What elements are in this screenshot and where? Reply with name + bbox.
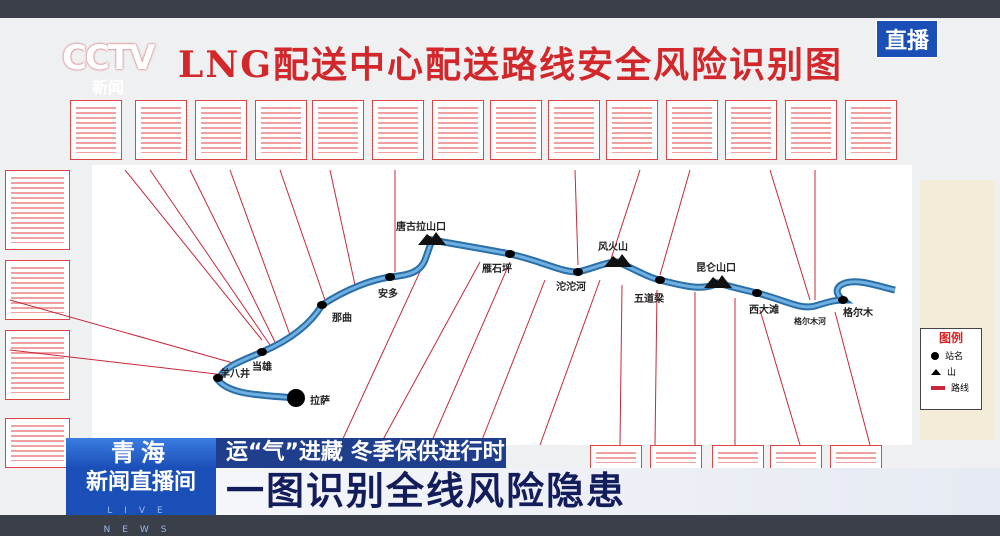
station-label: 风火山 bbox=[598, 242, 628, 253]
mountain-icon bbox=[418, 232, 446, 245]
station-dot bbox=[213, 374, 223, 382]
station-label: 格尔木 bbox=[843, 308, 873, 319]
risk-arrow bbox=[769, 169, 811, 301]
map-legend: 图例 站名 山 路线 bbox=[920, 328, 982, 410]
station-dot bbox=[257, 348, 267, 356]
risk-arrow bbox=[574, 169, 579, 266]
risk-arrow bbox=[619, 284, 623, 446]
risk-arrow bbox=[539, 279, 601, 446]
legend-item-station: 站名 bbox=[931, 349, 981, 362]
risk-arrow bbox=[479, 279, 546, 446]
poster-title: LNG配送中心配送路线安全风险识别图 bbox=[178, 44, 843, 86]
station-dot bbox=[317, 301, 327, 309]
station-dot bbox=[505, 250, 515, 258]
risk-note-box bbox=[845, 100, 897, 160]
risk-arrow bbox=[229, 169, 291, 336]
risk-note-box bbox=[195, 100, 247, 160]
station-label: 西大滩 bbox=[749, 305, 779, 316]
mountain-icon bbox=[931, 368, 941, 375]
risk-arrow bbox=[9, 349, 226, 376]
risk-note-box bbox=[725, 100, 777, 160]
risk-note-box bbox=[785, 100, 837, 160]
station-label: 羊八井 bbox=[220, 369, 250, 380]
risk-note-box bbox=[666, 100, 718, 160]
risk-note-box bbox=[5, 418, 70, 468]
station-dot bbox=[655, 276, 665, 284]
risk-arrow bbox=[759, 309, 801, 446]
station-dot bbox=[573, 268, 583, 276]
risk-note-box bbox=[5, 260, 70, 320]
legend-item-route: 路线 bbox=[931, 381, 981, 394]
route-svg bbox=[9, 169, 896, 446]
risk-arrow bbox=[339, 249, 431, 446]
program-logo: 新闻直播间 LIVE NEWS bbox=[66, 468, 216, 535]
station-dot bbox=[385, 273, 395, 281]
risk-note-box bbox=[770, 445, 822, 470]
legend-item-mountain: 山 bbox=[931, 365, 981, 378]
station-label: 雁石坪 bbox=[482, 264, 512, 275]
news-ticker: 青海 运“气”进藏 冬季保供进行时 新闻直播间 LIVE NEWS 一图识别全线风… bbox=[66, 438, 1000, 535]
station-dot-icon bbox=[931, 351, 939, 360]
route-map bbox=[92, 165, 912, 445]
risk-note-box bbox=[135, 100, 187, 160]
risk-arrow bbox=[329, 169, 356, 286]
station-label: 安多 bbox=[378, 289, 398, 300]
risk-arrow bbox=[654, 289, 658, 446]
risk-arrow bbox=[429, 261, 511, 446]
station-dot bbox=[838, 296, 848, 304]
risk-arrow bbox=[9, 299, 241, 366]
headline: 一图识别全线风险隐患 bbox=[216, 468, 1000, 515]
risk-note-box bbox=[5, 330, 70, 400]
risk-arrow bbox=[279, 169, 326, 301]
ticker-subtitle: 运“气”进藏 冬季保供进行时 bbox=[216, 438, 506, 468]
risk-note-box bbox=[490, 100, 542, 160]
risk-note-box bbox=[432, 100, 484, 160]
risk-note-box bbox=[590, 445, 642, 470]
station-dot bbox=[752, 289, 762, 297]
risk-arrow bbox=[149, 169, 271, 346]
route-line-icon bbox=[931, 385, 945, 390]
station-lhasa-dot bbox=[287, 389, 305, 407]
risk-arrow bbox=[189, 169, 276, 343]
station-label: 五道梁 bbox=[634, 294, 664, 305]
risk-note-box bbox=[548, 100, 600, 160]
risk-arrow bbox=[609, 169, 641, 263]
station-label: 当雄 bbox=[252, 362, 272, 373]
station-label: 拉萨 bbox=[310, 396, 330, 407]
legend-title: 图例 bbox=[938, 331, 963, 345]
risk-arrow bbox=[834, 311, 871, 446]
risk-arrow bbox=[124, 169, 263, 341]
risk-note-box bbox=[830, 445, 882, 470]
cctv-news-logo: CCTV 新闻 bbox=[62, 38, 155, 97]
risk-note-box bbox=[5, 170, 70, 250]
mountain-icon bbox=[604, 254, 632, 267]
risk-note-box bbox=[255, 100, 307, 160]
live-badge: 直播 bbox=[875, 20, 938, 58]
mountain-icon bbox=[704, 275, 732, 288]
station-label: 格尔木河 bbox=[794, 317, 826, 326]
station-label: 昆仑山口 bbox=[696, 263, 736, 274]
station-label: 那曲 bbox=[332, 313, 352, 324]
station-label: 沱沱河 bbox=[556, 282, 586, 293]
risk-note-box bbox=[606, 100, 658, 160]
risk-arrow bbox=[379, 261, 481, 446]
location-tag: 青海 bbox=[66, 438, 216, 468]
station-label: 唐古拉山口 bbox=[396, 222, 446, 233]
risk-note-box bbox=[312, 100, 364, 160]
risk-arrows bbox=[9, 169, 871, 446]
risk-arrow bbox=[659, 169, 691, 276]
risk-note-box bbox=[70, 100, 122, 160]
risk-note-box bbox=[372, 100, 424, 160]
